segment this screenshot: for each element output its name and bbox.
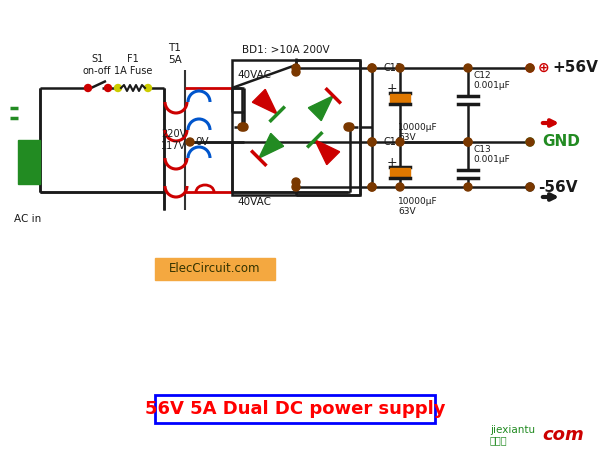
Text: 0V: 0V	[195, 137, 209, 147]
Text: GND: GND	[542, 134, 580, 149]
Circle shape	[292, 68, 300, 76]
Text: com: com	[542, 426, 584, 444]
Text: 56V 5A Dual DC power supply: 56V 5A Dual DC power supply	[145, 400, 445, 418]
Text: 40VAC: 40VAC	[237, 70, 271, 80]
Text: 10000μF
63V: 10000μF 63V	[398, 197, 437, 216]
Circle shape	[238, 123, 246, 131]
Bar	[155, 395, 435, 423]
Polygon shape	[253, 89, 277, 114]
Circle shape	[526, 183, 534, 191]
Circle shape	[368, 138, 376, 146]
Circle shape	[292, 178, 300, 186]
Text: T1
5A: T1 5A	[168, 43, 182, 65]
Circle shape	[464, 183, 472, 191]
Circle shape	[526, 64, 534, 72]
Text: jiexiantu: jiexiantu	[490, 425, 535, 435]
Text: C12: C12	[384, 63, 403, 73]
Circle shape	[145, 84, 151, 92]
Circle shape	[344, 123, 352, 131]
Text: C13
0.001μF: C13 0.001μF	[473, 145, 510, 165]
Text: F1
1A Fuse: F1 1A Fuse	[114, 55, 152, 76]
Circle shape	[526, 138, 534, 146]
Text: 40VAC: 40VAC	[237, 197, 271, 207]
Circle shape	[396, 183, 404, 191]
Circle shape	[292, 64, 300, 72]
Polygon shape	[259, 133, 284, 158]
Text: ElecCircuit.com: ElecCircuit.com	[169, 262, 261, 276]
Circle shape	[396, 138, 404, 146]
Circle shape	[186, 138, 194, 146]
Polygon shape	[315, 140, 340, 165]
Text: C12
0.001μF: C12 0.001μF	[473, 71, 510, 90]
Bar	[18, 140, 40, 184]
Circle shape	[85, 84, 91, 92]
Text: S1
on-off: S1 on-off	[83, 55, 111, 76]
Circle shape	[104, 84, 112, 92]
Circle shape	[396, 64, 404, 72]
Text: 10000μF
63V: 10000μF 63V	[398, 123, 437, 143]
Text: 220V
117V: 220V 117V	[161, 129, 187, 151]
Text: +: +	[386, 156, 397, 169]
Text: +: +	[386, 82, 397, 95]
Text: C16: C16	[384, 137, 403, 147]
Text: BD1: >10A 200V: BD1: >10A 200V	[242, 45, 330, 55]
Circle shape	[115, 84, 121, 92]
Bar	[390, 94, 410, 104]
Circle shape	[368, 183, 376, 191]
Circle shape	[368, 64, 376, 72]
Text: +56V: +56V	[552, 60, 598, 75]
Circle shape	[292, 183, 300, 191]
Circle shape	[526, 64, 534, 72]
Circle shape	[464, 138, 472, 146]
Polygon shape	[308, 96, 333, 120]
Circle shape	[526, 183, 534, 191]
Text: -56V: -56V	[538, 179, 577, 194]
Circle shape	[346, 123, 354, 131]
Bar	[155, 258, 275, 280]
Circle shape	[368, 64, 376, 72]
Text: 接线图: 接线图	[490, 435, 508, 445]
Circle shape	[368, 138, 376, 146]
Circle shape	[464, 138, 472, 146]
Circle shape	[240, 123, 248, 131]
Text: AC in: AC in	[14, 214, 41, 224]
Circle shape	[526, 138, 534, 146]
Text: ⊕: ⊕	[538, 61, 550, 75]
Circle shape	[464, 64, 472, 72]
Bar	[232, 60, 360, 195]
Bar	[390, 168, 410, 178]
Circle shape	[368, 183, 376, 191]
